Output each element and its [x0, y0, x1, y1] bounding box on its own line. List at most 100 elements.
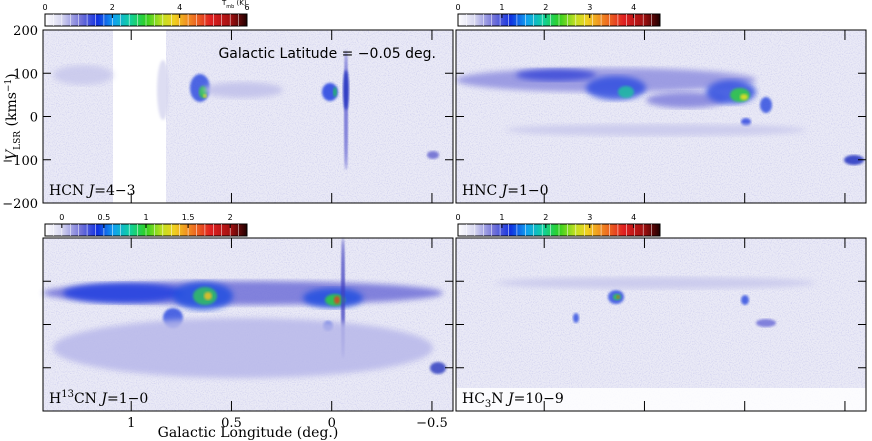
label-part: 13 — [61, 389, 74, 400]
colorbar-tick-label: 3 — [587, 213, 592, 222]
emission — [204, 292, 212, 300]
colorbar-tick-label: 1 — [499, 213, 504, 222]
emission — [573, 313, 579, 323]
emission — [741, 295, 749, 305]
emission — [157, 60, 169, 120]
x-tick-label: 1 — [127, 416, 135, 431]
label-part: CN — [74, 391, 101, 407]
emission — [516, 69, 596, 81]
emission — [756, 319, 776, 327]
x-tick-label: 0.5 — [221, 416, 242, 431]
data-gap — [456, 388, 866, 411]
y-tick-label: 100 — [13, 67, 38, 82]
label-part: =10−9 — [514, 391, 564, 407]
panel: HNC J=1−0 — [455, 29, 867, 204]
label-part: J — [86, 183, 96, 199]
colorbar: 0 1 2 3 4 — [455, 3, 661, 27]
emission — [322, 83, 338, 101]
label-part: V — [4, 148, 20, 160]
emission — [63, 283, 183, 303]
emission — [730, 88, 750, 102]
emission — [53, 65, 113, 85]
x-tick-label: 0 — [328, 416, 336, 431]
label-part: J — [505, 391, 515, 407]
emission — [427, 151, 439, 159]
x-tick-label: −0.5 — [416, 416, 448, 431]
colorbar-tick-label: 4 — [177, 3, 182, 12]
label-part: =4−3 — [94, 183, 135, 199]
emission — [740, 94, 748, 100]
emission — [506, 124, 806, 136]
label-part: (kms — [4, 92, 20, 131]
label-part: 3 — [485, 399, 491, 410]
label-part: −1 — [4, 79, 14, 92]
panel-label: HNC J=1−0 — [462, 183, 549, 199]
panel-noise — [456, 30, 866, 203]
y-tick-label: 200 — [13, 24, 38, 39]
y-tick-label: −100 — [2, 154, 38, 169]
annotation: Galactic Latitude = −0.05 deg. — [218, 46, 436, 62]
emission — [334, 296, 340, 304]
colorbar-tick-label: 1 — [143, 213, 148, 222]
colorbar-tick-label: 2 — [110, 3, 115, 12]
colorbar-tick-label: 0 — [42, 3, 47, 12]
title-part: (K) — [234, 0, 247, 7]
colorbar-tick-label: 2 — [543, 213, 548, 222]
emission — [741, 118, 751, 126]
colorbar-tick-label: 1 — [499, 3, 504, 12]
data-gap — [113, 30, 166, 203]
y-tick-label: −200 — [2, 197, 38, 212]
panel-noise — [456, 238, 866, 411]
emission — [53, 318, 433, 378]
colorbar-tick-label: 1.5 — [182, 213, 195, 222]
emission — [203, 82, 283, 98]
colorbar-title: Tmb (K) — [221, 0, 247, 10]
label-part: J — [98, 391, 108, 407]
emission — [430, 362, 446, 374]
colorbar: 0 0.5 1 1.5 2 — [44, 213, 248, 237]
label-part: =1−0 — [107, 391, 148, 407]
emission — [333, 87, 337, 97]
label-part: ) — [4, 73, 20, 78]
panel-label: HC3N J=10−9 — [462, 391, 564, 410]
panel: 200 100 0 −100 −200 HCN J=4−3 — [2, 24, 454, 212]
colorbar-tick-label: 0 — [455, 213, 460, 222]
emission — [618, 86, 634, 98]
emission — [616, 295, 620, 299]
emission — [646, 92, 726, 108]
label-part: LSR — [13, 131, 23, 150]
colorbar-tick-label: 2 — [228, 213, 233, 222]
panel: 1 0.5 0 −0.5 H13CN J=1−0 — [42, 237, 454, 431]
colorbar-tick-label: 4 — [631, 3, 636, 12]
panel-noise — [43, 30, 453, 203]
colorbar-tick-label: 4 — [631, 213, 636, 222]
panel: HC3N J=10−9 — [455, 237, 867, 412]
label-part: HCN — [49, 183, 89, 199]
colorbar: 0 2 4 6 — [42, 3, 250, 27]
emission — [343, 70, 349, 110]
title-part: T — [221, 0, 227, 7]
label-part: N — [491, 391, 508, 407]
emission — [760, 97, 772, 113]
colorbar-tick-label: 2 — [543, 3, 548, 12]
colorbar: 0 1 2 3 4 — [455, 213, 661, 237]
label-part: HNC — [462, 183, 502, 199]
emission — [496, 277, 816, 289]
label-part: H — [49, 391, 61, 407]
label-part: J — [499, 183, 509, 199]
y-axis-label: VLSR (kms−1) — [4, 73, 23, 160]
colorbar-tick-label: 0 — [59, 213, 64, 222]
colorbar-tick-label: 0.5 — [98, 213, 111, 222]
panel-label: H13CN J=1−0 — [49, 389, 148, 407]
colorbar-tick-label: 6 — [244, 3, 249, 12]
emission — [203, 94, 207, 98]
colorbar-tick-label: 0 — [455, 3, 460, 12]
colorbar-tick-label: 3 — [587, 3, 592, 12]
panel-label: HCN J=4−3 — [49, 183, 136, 199]
y-tick-label: 0 — [30, 111, 38, 126]
label-part: HC — [462, 391, 485, 407]
label-part: =1−0 — [507, 183, 548, 199]
x-axis-label: Galactic Longitude (deg.) — [158, 425, 339, 441]
